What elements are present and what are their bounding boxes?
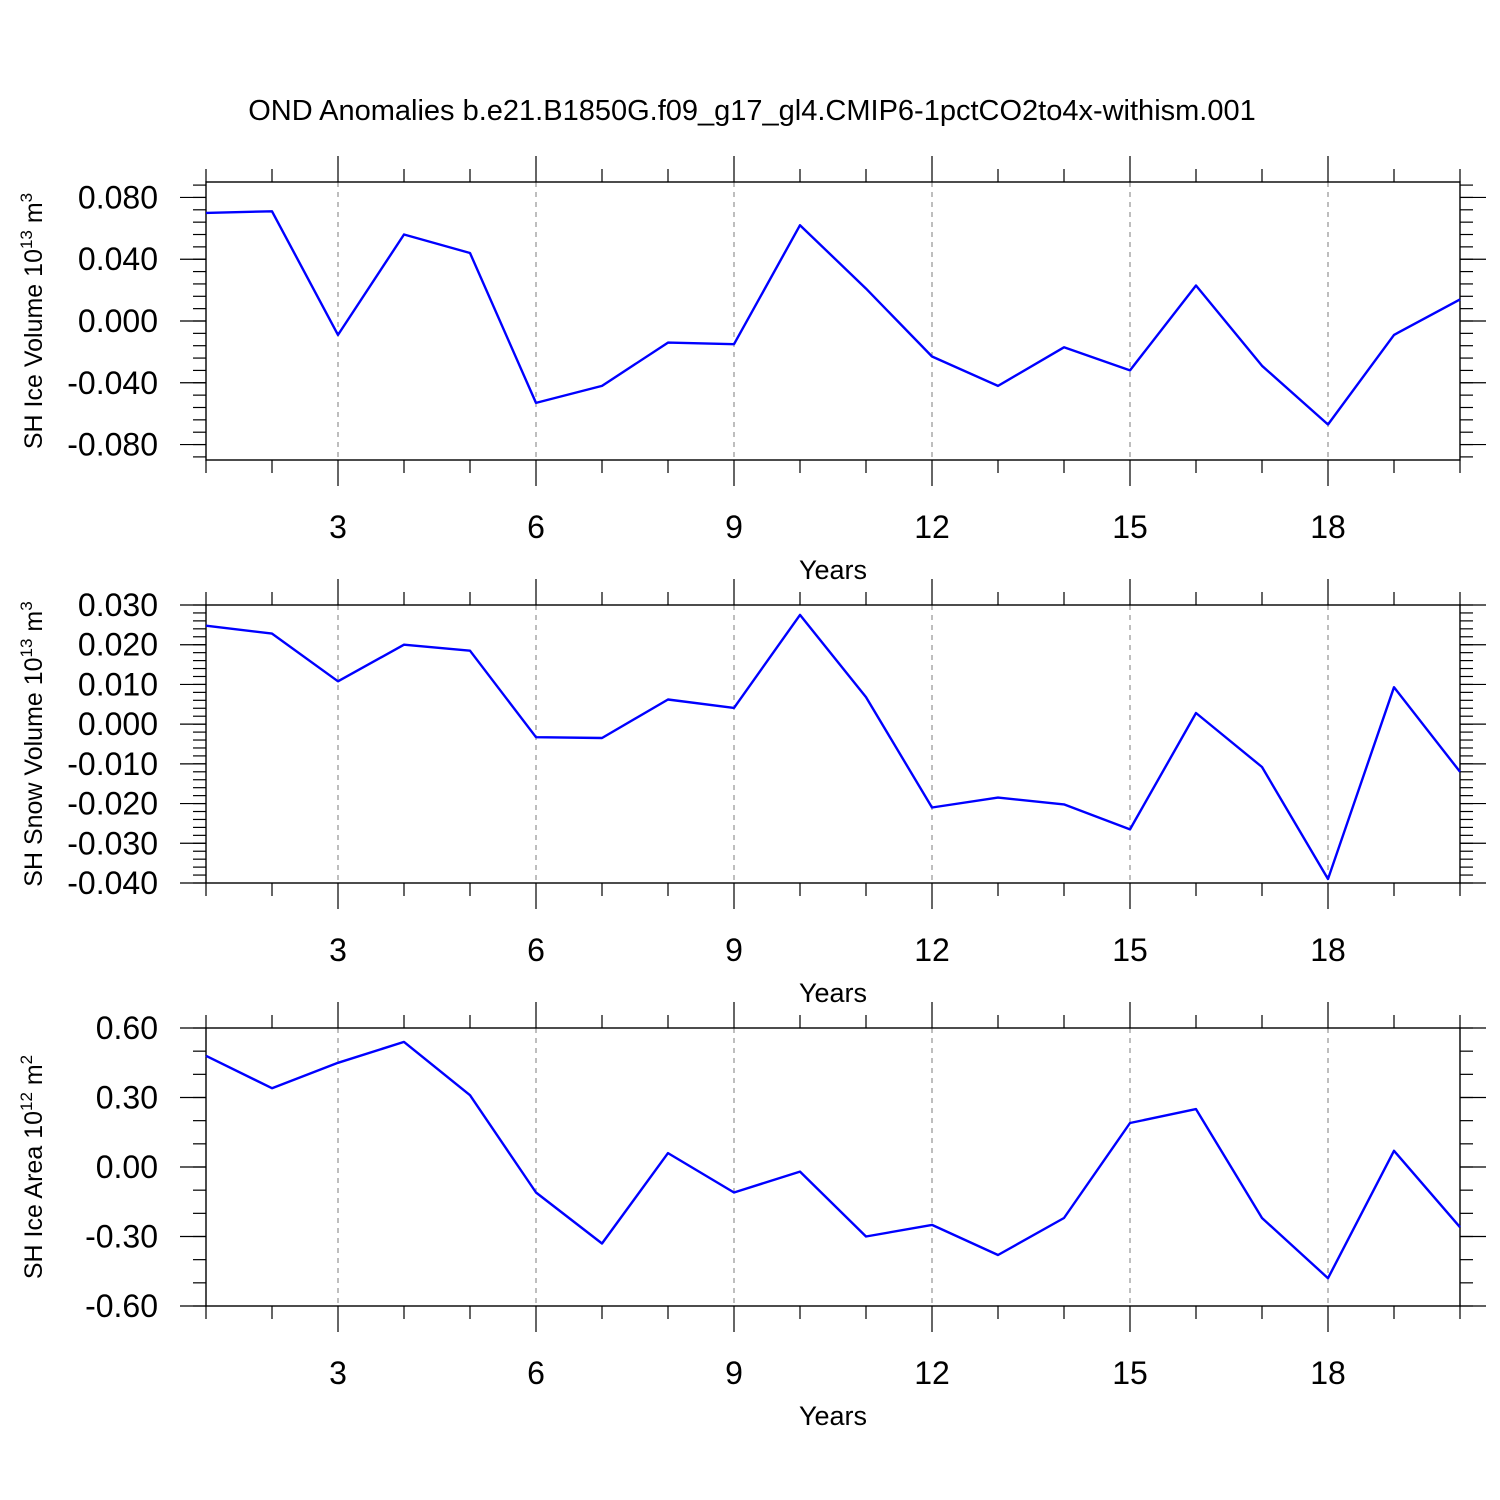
y-tick-label: -0.080 — [67, 427, 158, 463]
y-tick-label: -0.040 — [67, 865, 158, 901]
y-tick-label: -0.30 — [85, 1219, 158, 1255]
y-label-exponent: 12 — [17, 1092, 36, 1111]
x-tick-label: 15 — [1112, 509, 1148, 545]
y-tick-label: 0.000 — [78, 303, 158, 339]
x-tick-label: 3 — [329, 1355, 347, 1391]
x-tick-label: 15 — [1112, 932, 1148, 968]
y-label-unit-exponent: 3 — [17, 601, 36, 610]
x-tick-label: 3 — [329, 932, 347, 968]
plot-frame — [205, 1027, 1461, 1307]
x-tick-label: 6 — [527, 932, 545, 968]
y-label-text: SH Ice Area 10 — [20, 1111, 48, 1279]
y-axis-label: SH Ice Volume 1013 m3 — [17, 193, 48, 449]
y-axis-label: SH Ice Area 1012 m2 — [17, 1055, 48, 1279]
panel-1: -0.080 -0.040 0.000 0.040 0.080 3 6 9 12 15 18 Year… — [17, 156, 1486, 585]
x-tick-label: 6 — [527, 509, 545, 545]
y-label-unit: m — [20, 202, 48, 230]
y-tick-label: -0.040 — [67, 365, 158, 401]
y-tick-label: 0.080 — [78, 179, 158, 215]
x-tick-label: 12 — [914, 509, 950, 545]
y-axis-label: SH Snow Volume 1013 m3 — [17, 601, 48, 886]
y-label-text: SH Snow Volume 10 — [20, 657, 48, 886]
y-label-unit-exponent: 3 — [17, 193, 36, 202]
x-tick-label: 18 — [1310, 1355, 1346, 1391]
x-tick-label: 15 — [1112, 1355, 1148, 1391]
y-label-text: SH Ice Volume 10 — [20, 249, 48, 449]
y-tick-label: 0.010 — [78, 666, 158, 702]
y-label-exponent: 13 — [17, 230, 36, 249]
y-label-unit-exponent: 2 — [17, 1055, 36, 1064]
y-tick-label: -0.020 — [67, 786, 158, 822]
x-tick-label: 12 — [914, 1355, 950, 1391]
x-axis-label: Years — [799, 978, 867, 1008]
y-tick-label: 0.000 — [78, 706, 158, 742]
y-label-unit: m — [20, 1064, 48, 1092]
plot-frame — [205, 181, 1461, 461]
x-tick-label: 12 — [914, 932, 950, 968]
series-line — [205, 210, 1461, 426]
y-tick-label: 0.30 — [96, 1080, 158, 1116]
y-tick-label: -0.010 — [67, 746, 158, 782]
series-line — [205, 613, 1461, 881]
y-tick-label: 0.00 — [96, 1149, 158, 1185]
y-tick-label: -0.030 — [67, 825, 158, 861]
y-tick-label: -0.60 — [85, 1288, 158, 1324]
x-axis-label: Years — [799, 555, 867, 585]
x-tick-label: 9 — [725, 509, 743, 545]
x-tick-label: 9 — [725, 932, 743, 968]
x-tick-label: 6 — [527, 1355, 545, 1391]
y-tick-label: 0.030 — [78, 587, 158, 623]
x-tick-label: 9 — [725, 1355, 743, 1391]
y-label-exponent: 13 — [17, 639, 36, 658]
x-tick-label: 18 — [1310, 509, 1346, 545]
chart-title: OND Anomalies b.e21.B1850G.f09_g17_gl4.C… — [248, 95, 1255, 127]
x-tick-label: 3 — [329, 509, 347, 545]
series-line — [205, 1040, 1461, 1280]
y-tick-label: 0.020 — [78, 627, 158, 663]
x-tick-label: 18 — [1310, 932, 1346, 968]
x-axis-label: Years — [799, 1401, 867, 1431]
y-label-unit: m — [20, 611, 48, 639]
plot-frame — [205, 604, 1461, 884]
y-tick-label: 0.040 — [78, 241, 158, 277]
panel-3: -0.60 -0.30 0.00 0.30 0.60 3 6 9 12 15 18 Years SH I… — [17, 1002, 1486, 1431]
y-tick-label: 0.60 — [96, 1010, 158, 1046]
